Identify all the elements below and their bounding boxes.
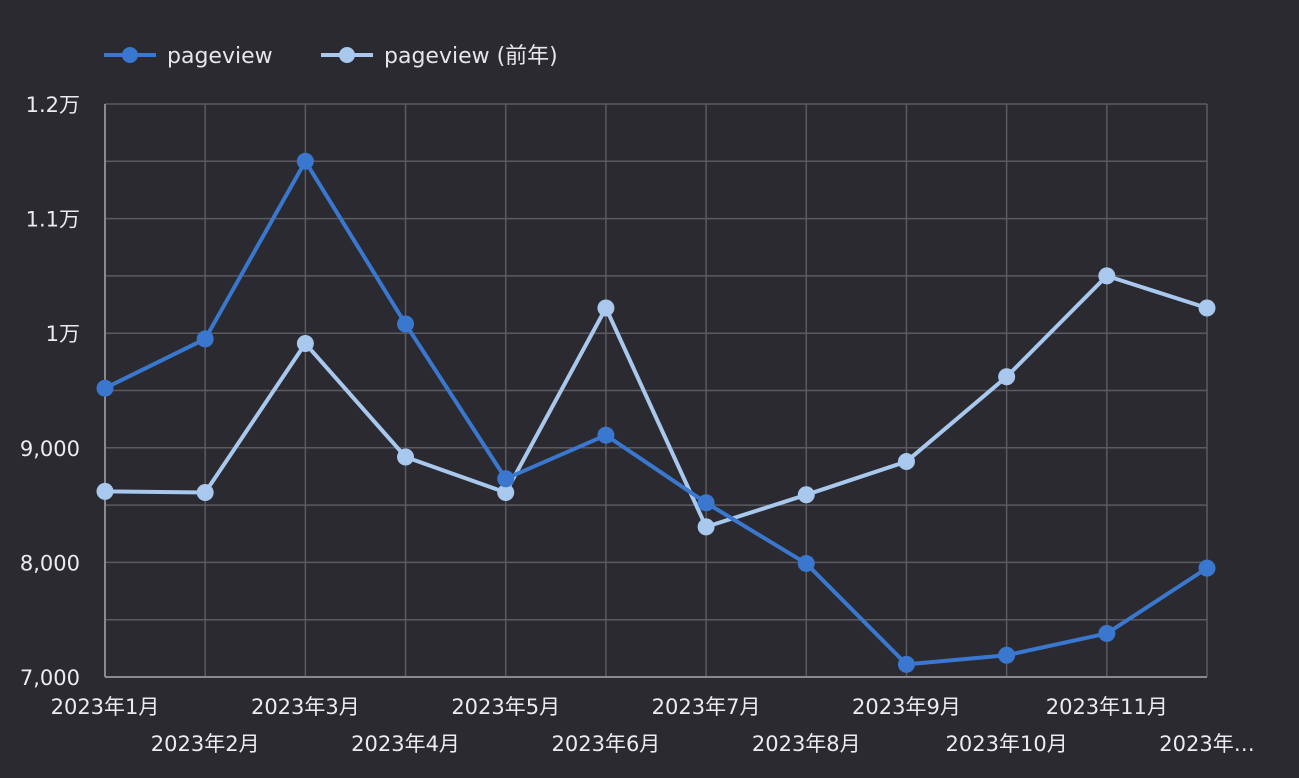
data-point[interactable]: [96, 482, 114, 500]
series-layer: [96, 152, 1216, 673]
data-point[interactable]: [697, 494, 715, 512]
x-tick-label: 2023年9月: [852, 695, 961, 719]
data-point[interactable]: [597, 299, 615, 317]
data-point[interactable]: [1198, 299, 1216, 317]
data-point[interactable]: [296, 335, 314, 353]
x-tick-label: 2023年4月: [351, 732, 460, 756]
data-point[interactable]: [998, 646, 1016, 664]
legend-swatch-marker: [339, 47, 355, 63]
data-point[interactable]: [998, 368, 1016, 386]
x-tick-label: 2023年2月: [151, 732, 260, 756]
y-tick-label: 1.2万: [26, 93, 80, 117]
legend-label: pageview (前年): [384, 44, 558, 69]
data-point[interactable]: [96, 379, 114, 397]
series-line: [104, 273, 1208, 529]
data-point[interactable]: [196, 330, 214, 348]
x-tick-label: 2023年8月: [752, 732, 861, 756]
data-point[interactable]: [797, 555, 815, 573]
x-axis-labels: 2023年1月 2023年2月 2023年3月 2023年4月 2023年5月 2023年…: [51, 695, 1255, 756]
y-tick-label: 7,000: [20, 666, 80, 690]
series-line: [104, 159, 1209, 667]
legend-item-pageview-prev-year[interactable]: pageview (前年): [321, 44, 558, 69]
series-0: [96, 152, 1216, 673]
data-point[interactable]: [397, 448, 415, 466]
data-point[interactable]: [196, 483, 214, 501]
data-point[interactable]: [1098, 624, 1116, 642]
data-point[interactable]: [397, 315, 415, 333]
x-tick-label: 2023年5月: [451, 695, 560, 719]
data-point[interactable]: [597, 426, 615, 444]
legend-item-pageview[interactable]: pageview: [104, 44, 273, 69]
legend-swatch-marker: [122, 47, 138, 63]
data-point[interactable]: [897, 655, 915, 673]
data-point[interactable]: [296, 152, 314, 170]
y-axis-labels: 1.2万 1.1万 1万 9,000 8,000 7,000: [20, 93, 80, 690]
y-tick-label: 9,000: [20, 437, 80, 461]
legend-label: pageview: [167, 44, 273, 69]
data-point[interactable]: [497, 483, 515, 501]
x-tick-label: 2023年7月: [652, 695, 761, 719]
x-tick-label: 2023年10月: [946, 732, 1068, 756]
series-1: [96, 267, 1216, 536]
y-tick-label: 8,000: [20, 551, 80, 575]
y-tick-label: 1万: [46, 322, 80, 346]
x-tick-label: 2023年…: [1159, 732, 1254, 756]
data-point[interactable]: [797, 486, 815, 504]
x-tick-label: 2023年3月: [251, 695, 360, 719]
y-tick-label: 1.1万: [26, 208, 80, 232]
data-point[interactable]: [1198, 559, 1216, 577]
data-point[interactable]: [1098, 267, 1116, 285]
x-tick-label: 2023年1月: [51, 695, 160, 719]
grid: [104, 103, 1208, 678]
data-point[interactable]: [897, 453, 915, 471]
x-tick-label: 2023年6月: [552, 732, 661, 756]
data-point[interactable]: [497, 470, 515, 488]
data-point[interactable]: [697, 518, 715, 536]
legend: pageview pageview (前年): [104, 44, 558, 69]
x-tick-label: 2023年11月: [1046, 695, 1168, 719]
